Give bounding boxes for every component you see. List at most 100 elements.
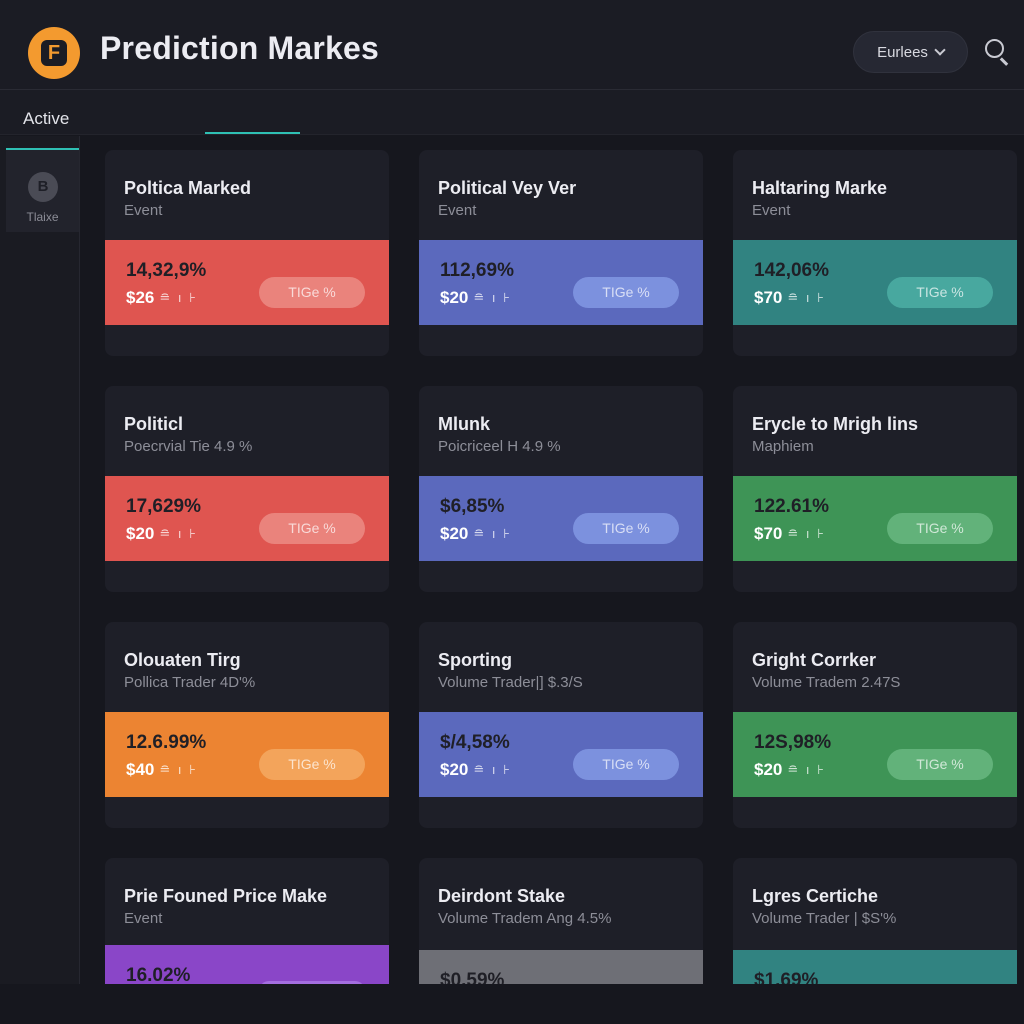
market-card[interactable]: Haltaring Marke Event 142,06% $70 ≘ ı ⊦ TIGe … (733, 150, 1017, 356)
market-subtitle: Event (124, 910, 163, 927)
logo: F (28, 27, 80, 79)
market-subtitle: Maphiem (752, 438, 814, 455)
sparkline-icon: ≘ ı ⊦ (787, 762, 826, 777)
trade-button[interactable]: TIGe % (573, 749, 679, 780)
trade-button[interactable]: TIGe % (573, 513, 679, 544)
search-icon[interactable] (984, 38, 1010, 66)
market-subtitle: Pollica Trader 4D'% (124, 674, 256, 691)
market-price-value: $40 (126, 760, 155, 779)
market-price: $70 ≘ ı ⊦ (754, 288, 826, 308)
trade-button[interactable]: TIGe % (259, 277, 365, 308)
market-percent: $1.69% (754, 970, 819, 984)
market-card[interactable]: Political Vey Ver Event 112,69% $20 ≘ ı ⊦ TIG… (419, 150, 703, 356)
market-subtitle: Volume Trader | $S'% (752, 910, 897, 927)
market-percent: $6,85% (440, 496, 505, 517)
trade-button[interactable]: TIGe % (887, 513, 993, 544)
market-percent: 142,06% (754, 260, 830, 281)
market-odds-band: 16.02% (105, 945, 389, 984)
market-title: Poltica Marked (124, 178, 252, 198)
sparkline-icon: ≘ ı ⊦ (159, 290, 198, 305)
market-subtitle: Event (438, 202, 477, 219)
market-title: Mlunk (438, 414, 490, 434)
sidebar: B Tlaixe (0, 136, 80, 1024)
trade-button[interactable] (259, 981, 365, 984)
tab-indicator (205, 132, 300, 134)
trade-button[interactable]: TIGe % (259, 513, 365, 544)
market-price-value: $20 (440, 288, 469, 307)
market-title: Gright Corrker (752, 650, 877, 670)
market-odds-band: 14,32,9% $26 ≘ ı ⊦ TIGe % (105, 240, 389, 325)
trade-button[interactable]: TIGe % (573, 277, 679, 308)
market-card[interactable]: Deirdont Stake Volume Tradem Ang 4.5% $0.5… (419, 858, 703, 984)
market-price: $20 ≘ ı ⊦ (440, 760, 512, 780)
market-title: Prie Founed Price Make (124, 886, 328, 906)
sparkline-icon: ≘ ı ⊦ (159, 762, 198, 777)
market-percent: 14,32,9% (126, 260, 207, 281)
sparkline-icon: ≘ ı ⊦ (787, 526, 826, 541)
market-title: Sporting (438, 650, 512, 670)
market-price-value: $26 (126, 288, 155, 307)
market-percent: 12S,98% (754, 732, 832, 753)
market-title: Olouaten Tirg (124, 650, 241, 670)
market-title: Deirdont Stake (438, 886, 566, 906)
market-odds-band: 112,69% $20 ≘ ı ⊦ TIGe % (419, 240, 703, 325)
market-price: $20 ≘ ı ⊦ (440, 524, 512, 544)
market-percent: 17,629% (126, 496, 202, 517)
sidebar-item-label: Tlaixe (26, 210, 59, 224)
header: F Prediction Markes Eurlees (0, 0, 1024, 90)
market-card[interactable]: Mlunk Poicriceel H 4.9 % $6,85% $20 ≘ ı ⊦ TIG… (419, 386, 703, 592)
market-title: Erycle to Mrigh lins (752, 414, 919, 434)
trade-button[interactable]: TIGe % (887, 749, 993, 780)
market-percent: 122.61% (754, 496, 830, 517)
trade-button[interactable]: TIGe % (259, 749, 365, 780)
tab-bar: Active (0, 90, 1024, 135)
market-odds-band: $1.69% (733, 950, 1017, 984)
sparkline-icon: ≘ ı ⊦ (473, 526, 512, 541)
sidebar-item[interactable]: B Tlaixe (6, 148, 79, 232)
sparkline-icon: ≘ ı ⊦ (473, 762, 512, 777)
market-price-value: $20 (126, 524, 155, 543)
market-card[interactable]: Prie Founed Price Make Event 16.02% (105, 858, 389, 984)
market-price-value: $70 (754, 524, 783, 543)
sidebar-item-icon: B (28, 172, 58, 202)
market-card[interactable]: Lgres Certiche Volume Trader | $S'% $1.69% (733, 858, 1017, 984)
market-odds-band: $/4,58% $20 ≘ ı ⊦ TIGe % (419, 712, 703, 797)
market-percent: $/4,58% (440, 732, 510, 753)
market-title: Politicl (124, 414, 184, 434)
market-card[interactable]: Poltica Marked Event 14,32,9% $26 ≘ ı ⊦ TIGe … (105, 150, 389, 356)
market-subtitle: Poecrvial Tie 4.9 % (124, 438, 253, 455)
filter-dropdown[interactable]: Eurlees (853, 31, 968, 73)
market-odds-band: 142,06% $70 ≘ ı ⊦ TIGe % (733, 240, 1017, 325)
market-card[interactable]: Gright Corrker Volume Tradem 2.47S 12S,98%… (733, 622, 1017, 828)
chevron-down-icon (934, 44, 946, 56)
sparkline-icon: ≘ ı ⊦ (787, 290, 826, 305)
market-percent: 12.6.99% (126, 732, 207, 753)
market-subtitle: Poicriceel H 4.9 % (438, 438, 561, 455)
market-card[interactable]: Politicl Poecrvial Tie 4.9 % 17,629% $20 ≘ ı… (105, 386, 389, 592)
market-card[interactable]: Olouaten Tirg Pollica Trader 4D'% 12.6.99%… (105, 622, 389, 828)
market-subtitle: Volume Tradem 2.47S (752, 674, 901, 691)
market-price: $26 ≘ ı ⊦ (126, 288, 198, 308)
bottom-strip (0, 984, 1024, 1024)
tab-active[interactable]: Active (23, 109, 70, 128)
market-title: Lgres Certiche (752, 886, 879, 906)
market-subtitle: Event (752, 202, 791, 219)
market-price: $20 ≘ ı ⊦ (440, 288, 512, 308)
market-price-value: $70 (754, 288, 783, 307)
market-price: $20 ≘ ı ⊦ (126, 524, 198, 544)
market-subtitle: Event (124, 202, 163, 219)
market-card[interactable]: Erycle to Mrigh lins Maphiem 122.61% $70 ≘ ı… (733, 386, 1017, 592)
filter-dropdown-label: Eurlees (877, 43, 928, 61)
market-card[interactable]: Sporting Volume Trader|] $.3/S $/4,58% $20 ≘… (419, 622, 703, 828)
market-odds-band: $6,85% $20 ≘ ı ⊦ TIGe % (419, 476, 703, 561)
market-price: $40 ≘ ı ⊦ (126, 760, 198, 780)
sparkline-icon: ≘ ı ⊦ (159, 526, 198, 541)
market-grid: Poltica Marked Event 14,32,9% $26 ≘ ı ⊦ TIGe … (80, 136, 1024, 984)
sparkline-icon: ≘ ı ⊦ (473, 290, 512, 305)
market-odds-band: 122.61% $70 ≘ ı ⊦ TIGe % (733, 476, 1017, 561)
market-title: Political Vey Ver (438, 178, 577, 198)
market-percent: 112,69% (440, 260, 514, 281)
trade-button[interactable]: TIGe % (887, 277, 993, 308)
market-price-value: $20 (754, 760, 783, 779)
